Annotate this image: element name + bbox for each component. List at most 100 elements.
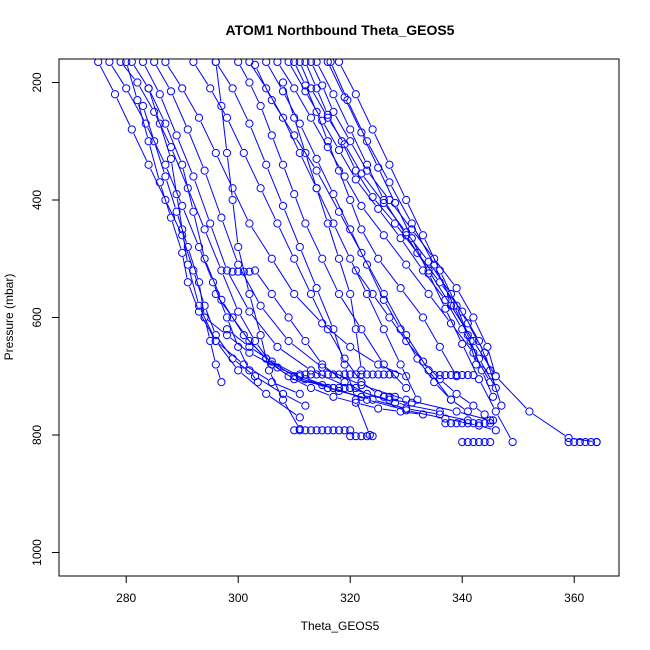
series-17-segment [340,174,350,196]
series-8-segment [195,65,209,85]
data-point [402,372,411,381]
series-40 [441,419,495,428]
data-point [222,313,232,322]
series-15-segment [351,144,366,167]
series-25-segment [143,110,154,138]
series-11-segment [318,162,332,191]
series-16-segment [463,315,478,338]
series-5-segment [235,361,252,374]
series-30-segment [230,331,247,345]
series-12-segment [312,121,327,144]
data-point [278,87,288,96]
data-point [357,325,366,334]
data-point [334,426,344,435]
data-point [250,60,260,69]
series-25-segment [155,145,165,173]
series-18-segment [340,297,360,326]
series-10-segment [284,121,299,150]
series-15-segment [474,321,486,344]
series-29-segment [309,380,335,390]
data-point [452,407,461,416]
series-5-segment [166,203,181,232]
data-point [351,398,360,407]
data-point [469,401,478,410]
data-point [166,154,176,163]
series-20-segment [480,382,495,408]
data-point [141,119,150,128]
data-point [334,383,344,393]
series-6-segment [200,315,215,338]
series-32-segment [488,416,490,419]
data-point [329,219,338,228]
data-point [402,260,411,269]
data-point [312,284,321,293]
y-tick-label: 800 [30,425,44,445]
data-point [452,284,461,293]
series-6-segment [171,221,182,249]
series-10-segment [368,297,383,326]
series-22-segment [424,239,439,267]
data-point [200,254,209,263]
series-4-segment [291,343,319,366]
series-10-segment [301,156,316,185]
data-point [458,437,467,447]
data-point [245,348,254,357]
series-9-segment [234,92,248,120]
series-18-segment [306,227,321,255]
series-8 [189,59,383,398]
series-7-segment [325,325,348,345]
data-point [183,184,192,193]
series-14-segment [301,65,310,85]
data-point [351,175,360,184]
series-22-segment [340,65,355,91]
data-point [273,219,282,228]
data-point [234,242,243,252]
data-point [463,419,472,428]
data-point [362,137,372,146]
data-point [194,113,204,122]
series-18-segment [272,139,282,161]
data-point [183,125,192,134]
series-2-segment [205,262,221,296]
series-3-segment [177,139,193,173]
series-28-segment [234,320,248,338]
data-point [329,325,338,334]
data-point [323,219,332,228]
series-18-segment [250,86,260,103]
series-15-segment [458,291,472,314]
data-point [105,59,114,67]
series-24-segment [232,204,239,243]
series-24-segment [215,66,222,102]
series-31-segment [325,366,342,380]
series-18-segment [239,65,248,79]
series-1-segment [222,274,237,308]
series-14-segment [363,176,382,200]
data-point [211,360,220,369]
series-7-segment [251,227,270,256]
series-21-segment [455,309,470,338]
data-point [172,131,181,140]
data-point [474,421,484,430]
series-26-segment [182,233,188,261]
series-28-segment [218,297,231,315]
series-17-segment [424,321,439,344]
data-point [250,266,260,275]
series-32-segment [425,364,438,377]
series-20-segment [396,206,411,235]
series-22-segment [357,98,372,126]
data-point [486,419,495,428]
data-point [306,366,316,375]
data-point [290,84,299,93]
data-point [318,319,327,328]
data-point [234,59,243,67]
series-3-segment [161,98,176,132]
data-point [491,407,500,416]
series-13-segment [340,153,355,176]
series-38 [228,267,254,276]
series-19 [312,59,601,447]
series-8-segment [364,384,375,392]
series-26-segment [160,127,171,155]
data-point [267,357,276,366]
series-20-segment [446,312,461,341]
data-point [228,267,237,276]
